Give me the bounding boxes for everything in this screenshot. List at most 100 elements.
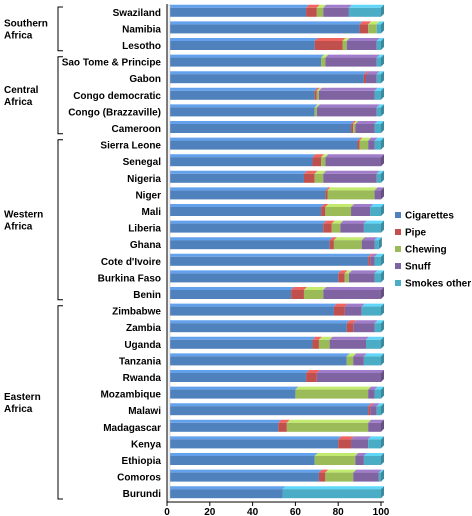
category-label-ethiopia: Ethiopia: [122, 456, 162, 467]
bar-segment-top-pipe-madagascar: [278, 419, 290, 423]
bar-segment-top-smokes-other-gabon: [376, 71, 384, 75]
bar-segment-top-pipe-rwanda: [306, 370, 320, 373]
group-label-central-africa-line-2: Africa: [4, 97, 33, 108]
bar-end-cap-malawi: [381, 403, 384, 416]
bar-segment-pipe-niger: [325, 190, 328, 200]
bar-segment-cigarettes-madagascar: [167, 422, 279, 432]
bar-segment-pipe-cote-d-ivoire: [368, 256, 371, 266]
bar-end-cap-cameroon: [381, 121, 384, 133]
bar-segment-cigarettes-zimbabwe: [167, 306, 334, 316]
bar-segment-pipe-liberia: [323, 223, 332, 233]
bar-segment-cigarettes-cote-d-ivoire: [167, 256, 369, 266]
bar-segment-cigarettes-malawi: [167, 406, 369, 416]
legend-label-pipe: Pipe: [405, 228, 427, 239]
bar-segment-cigarettes-burundi: [167, 489, 283, 499]
bar-segment-snuff-zimbabwe: [344, 306, 362, 316]
x-tick-label-60: 60: [290, 507, 302, 516]
bar-segment-smokes-other-gabon: [376, 74, 381, 84]
bar-segment-chewing-cameroon: [353, 124, 356, 133]
bar-segment-cigarettes-mozambique: [167, 389, 296, 399]
bar-segment-snuff-niger: [374, 190, 381, 200]
bar-segment-top-cigarettes-mozambique: [167, 386, 299, 390]
bar-segment-top-snuff-gabon: [366, 71, 380, 75]
bar-segment-top-chewing-ethiopia: [314, 453, 359, 456]
bar-segment-top-smokes-other-mali: [370, 204, 384, 207]
bar-segment-snuff-cameroon: [355, 124, 375, 133]
bar-segment-top-pipe-nigeria: [303, 170, 318, 174]
legend-swatch-cigarettes: [395, 212, 401, 218]
bar-segment-top-snuff-comoros: [353, 469, 382, 473]
bar-end-cap-burkina-faso: [381, 270, 384, 283]
bar-segment-top-cigarettes-malawi: [167, 403, 372, 407]
category-label-mali: Mali: [142, 207, 162, 218]
bar-segment-cigarettes-benin: [167, 290, 292, 299]
bar-segment-cigarettes-burkina-faso: [167, 273, 339, 283]
bar-end-cap-mozambique: [381, 386, 384, 399]
bar-segment-top-cigarettes-swaziland: [167, 4, 310, 8]
x-tick-label-80: 80: [333, 507, 345, 516]
bar-segment-top-pipe-kenya: [338, 436, 355, 440]
bar-segment-snuff-nigeria: [323, 173, 377, 183]
legend-label-snuff: Snuff: [405, 262, 431, 273]
bar-segment-pipe-zambia: [346, 323, 354, 333]
bar-segment-top-pipe-cameroon: [351, 121, 357, 124]
category-label-kenya: Kenya: [131, 439, 161, 450]
bar-segment-snuff-ethiopia: [355, 456, 364, 465]
bar-segment-snuff-comoros: [353, 472, 379, 482]
bar-segment-pipe-namibia: [359, 24, 369, 34]
bar-segment-top-smokes-other-ghana: [374, 237, 382, 241]
bar-end-cap-congo-brazzaville: [381, 104, 384, 117]
bar-end-cap-sao-tome-principe: [381, 54, 384, 67]
bar-segment-chewing-burkina-faso: [344, 273, 349, 283]
bar-segment-smokes-other-zimbabwe: [361, 306, 381, 316]
bar-segment-cigarettes-sao-tome-principe: [167, 57, 322, 67]
legend-swatch-pipe: [395, 229, 401, 235]
bar-end-cap-senegal: [381, 154, 384, 167]
bar-segment-top-pipe-congo-democratic: [314, 87, 320, 91]
bar-segment-pipe-gabon: [363, 74, 367, 84]
bar-segment-top-snuff-congo-democratic: [318, 87, 378, 91]
bar-segment-top-chewing-sao-tome-principe: [321, 54, 329, 58]
bar-segment-chewing-mozambique: [295, 389, 369, 399]
x-tick-label-40: 40: [247, 507, 259, 516]
bar-end-cap-swaziland: [381, 4, 384, 17]
group-label-eastern-africa-line-2: Africa: [4, 404, 33, 415]
bar-segment-top-chewing-uganda: [318, 336, 333, 340]
bar-end-cap-comoros: [381, 469, 384, 482]
bar-segment-smokes-other-cote-d-ivoire: [374, 256, 381, 266]
bar-segment-pipe-uganda: [312, 339, 319, 349]
bar-segment-pipe-rwanda: [306, 373, 317, 382]
bar-segment-top-pipe-cote-d-ivoire: [368, 253, 374, 257]
bar-segment-smokes-other-congo-democratic: [374, 90, 381, 100]
group-bracket-central-africa: [57, 56, 63, 135]
bar-segment-snuff-congo-brazzaville: [316, 107, 377, 117]
x-tick-label-100: 100: [373, 507, 390, 516]
bar-segment-top-smokes-other-burundi: [282, 486, 384, 490]
category-label-congo-brazzaville: Congo (Brazzaville): [68, 107, 161, 118]
bar-segment-top-snuff-ethiopia: [355, 453, 367, 456]
group-labels: SouthernAfricaCentralAfricaWesternAfrica…: [4, 6, 63, 500]
x-tick-label-20: 20: [204, 507, 216, 516]
bar-segment-top-chewing-burkina-faso: [344, 270, 352, 274]
bar-segment-top-pipe-mali: [321, 204, 329, 207]
bar-segment-cigarettes-ghana: [167, 240, 330, 250]
bar-segment-cigarettes-nigeria: [167, 173, 304, 183]
bar-segment-top-smokes-other-uganda: [366, 336, 384, 340]
bar-segment-top-snuff-burkina-faso: [348, 270, 378, 274]
bars: [167, 4, 384, 499]
bar-segment-top-chewing-namibia: [368, 21, 380, 25]
legend-label-chewing: Chewing: [405, 245, 447, 256]
bar-end-cap-kenya: [381, 436, 384, 449]
bar-segment-top-chewing-sierra-leone: [359, 137, 372, 141]
bar-segment-smokes-other-sao-tome-principe: [376, 57, 381, 67]
group-label-central-africa-line-1: Central: [4, 85, 39, 96]
bar-segment-cigarettes-mali: [167, 207, 322, 216]
bar-segment-snuff-uganda: [329, 339, 367, 349]
bar-end-cap-tanzania: [381, 353, 384, 366]
bar-segment-top-pipe-liberia: [323, 220, 335, 224]
bar-segment-top-cigarettes-comoros: [167, 469, 322, 473]
category-label-niger: Niger: [135, 190, 161, 201]
bar-segment-pipe-zimbabwe: [333, 306, 345, 316]
bar-segment-top-smokes-other-kenya: [368, 436, 384, 440]
category-label-mozambique: Mozambique: [100, 390, 161, 401]
